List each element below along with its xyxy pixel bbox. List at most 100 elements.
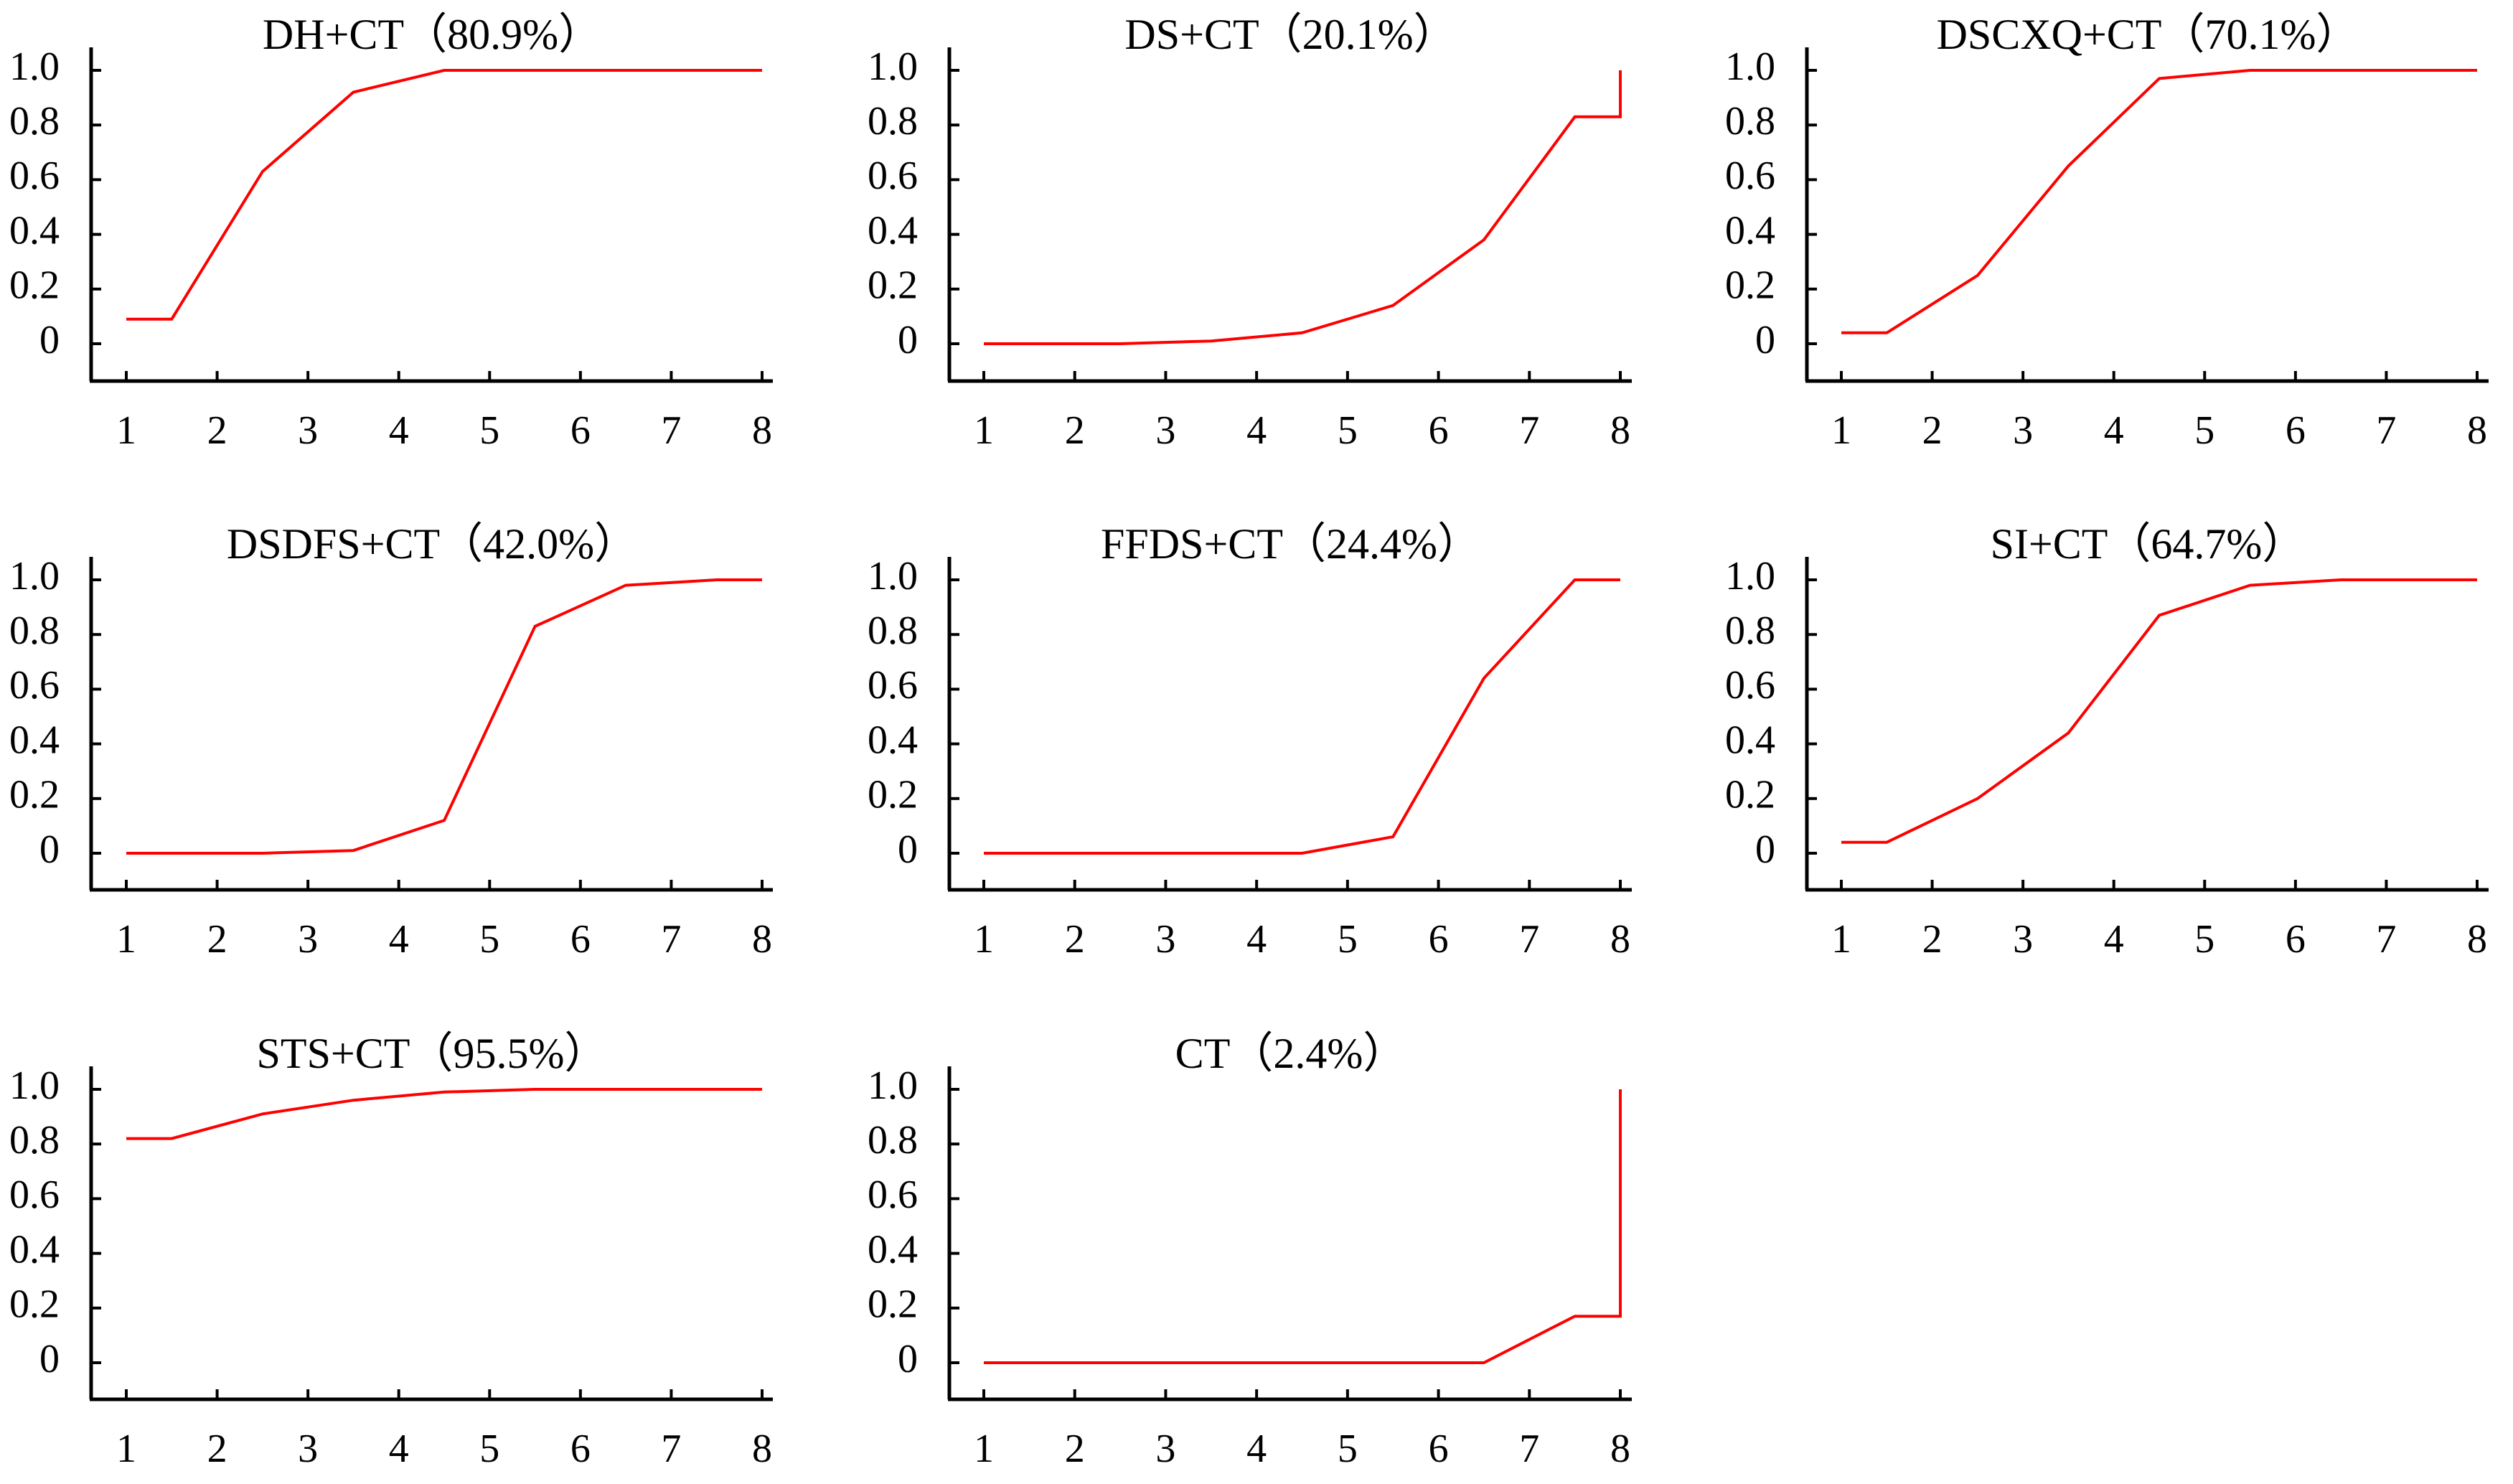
y-tick-label: 1.0 bbox=[9, 44, 60, 89]
y-tick-label: 0.4 bbox=[9, 718, 60, 762]
data-point bbox=[1209, 1361, 1213, 1365]
x-tick-label: 1 bbox=[1831, 408, 1851, 453]
x-tick-label: 1 bbox=[116, 917, 136, 962]
chart-title: STS+CT（95.5%） bbox=[257, 1030, 608, 1077]
y-tick-label: 0.4 bbox=[1725, 208, 1775, 253]
y-tick-label: 0 bbox=[898, 827, 918, 872]
x-tick-label: 8 bbox=[2467, 408, 2487, 453]
y-tick-label: 0 bbox=[1755, 827, 1775, 872]
series-line bbox=[126, 69, 762, 321]
y-tick-label: 0.2 bbox=[1725, 263, 1775, 308]
series-line bbox=[984, 1089, 1622, 1364]
data-point bbox=[1300, 851, 1305, 855]
x-tick-label: 1 bbox=[974, 408, 994, 453]
x-tick-label: 3 bbox=[2013, 408, 2033, 453]
y-tick-label: 0.8 bbox=[9, 1118, 60, 1163]
chart-title: FFDS+CT（24.4%） bbox=[1101, 520, 1480, 568]
data-point bbox=[169, 851, 174, 855]
data-point bbox=[715, 578, 719, 582]
y-tick-label: 0.6 bbox=[9, 663, 60, 708]
x-tick-label: 8 bbox=[752, 1427, 772, 1471]
data-point bbox=[2066, 731, 2070, 735]
data-point bbox=[2248, 583, 2253, 588]
x-tick-label: 1 bbox=[974, 917, 994, 962]
data-point bbox=[1118, 851, 1122, 855]
x-tick-label: 4 bbox=[1246, 408, 1267, 453]
x-tick-label: 8 bbox=[752, 917, 772, 962]
data-point bbox=[124, 317, 128, 321]
y-tick-label: 0 bbox=[39, 827, 60, 872]
x-tick-label: 8 bbox=[1610, 408, 1630, 453]
y-tick-label: 0.6 bbox=[868, 1173, 918, 1217]
x-tick-label: 2 bbox=[1922, 917, 1943, 962]
series-line bbox=[1841, 69, 2477, 334]
data-point bbox=[351, 1098, 355, 1102]
x-tick-label: 4 bbox=[1246, 917, 1267, 962]
data-point bbox=[533, 68, 537, 72]
series-line bbox=[126, 578, 762, 855]
data-point bbox=[442, 818, 446, 822]
y-tick-label: 0 bbox=[898, 1337, 918, 1381]
x-tick-label: 6 bbox=[1429, 1427, 1449, 1471]
data-point bbox=[624, 583, 628, 588]
x-tick-label: 3 bbox=[1155, 917, 1175, 962]
x-tick-label: 5 bbox=[2194, 408, 2214, 453]
x-tick-label: 6 bbox=[570, 408, 591, 453]
x-tick-label: 2 bbox=[1065, 1427, 1085, 1471]
x-tick-label: 3 bbox=[1155, 408, 1175, 453]
data-point bbox=[124, 851, 128, 855]
x-tick-label: 7 bbox=[661, 917, 681, 962]
data-point bbox=[982, 1361, 986, 1365]
x-tick-label: 1 bbox=[116, 1427, 136, 1471]
y-tick-label: 1.0 bbox=[1725, 554, 1775, 598]
x-tick-label: 7 bbox=[661, 408, 681, 453]
data-point bbox=[169, 317, 174, 321]
y-tick-label: 0.2 bbox=[9, 263, 60, 308]
data-point bbox=[1976, 797, 1980, 801]
data-point bbox=[1391, 835, 1395, 839]
data-point bbox=[2157, 76, 2161, 80]
chart-panel-7: STS+CT（95.5%） 0 0.2 0.4 0.6 0.8 1.0 1 2 3 4 5 6 7 8 bbox=[9, 1030, 773, 1471]
data-point bbox=[1482, 1361, 1486, 1365]
y-tick-label: 1.0 bbox=[868, 554, 918, 598]
y-tick-label: 0.8 bbox=[868, 1118, 918, 1163]
data-point bbox=[2157, 614, 2161, 618]
data-point bbox=[2430, 68, 2434, 72]
y-tick-label: 1.0 bbox=[1725, 44, 1775, 89]
series-line bbox=[1841, 578, 2477, 844]
x-tick-label: 6 bbox=[2286, 408, 2306, 453]
y-tick-label: 0.4 bbox=[868, 1227, 918, 1272]
data-point bbox=[1618, 1087, 1622, 1091]
y-tick-label: 0.6 bbox=[868, 154, 918, 198]
data-point bbox=[1118, 342, 1122, 346]
y-tick-label: 0.4 bbox=[9, 208, 60, 253]
data-point bbox=[169, 1137, 174, 1141]
y-tick-label: 1.0 bbox=[868, 1063, 918, 1108]
x-tick-label: 7 bbox=[1519, 1427, 1539, 1471]
data-point bbox=[1884, 840, 1889, 845]
data-point bbox=[1027, 342, 1031, 346]
y-tick-label: 0 bbox=[898, 318, 918, 362]
chart-panel-6: SI+CT（64.7%） 0 0.2 0.4 0.6 0.8 1.0 1 2 3 4 5 6 7 8 bbox=[1725, 520, 2489, 962]
data-point bbox=[1118, 1361, 1122, 1365]
data-point bbox=[124, 1137, 128, 1141]
data-point bbox=[2430, 578, 2434, 582]
y-tick-label: 0 bbox=[1755, 318, 1775, 362]
x-tick-label: 7 bbox=[661, 1427, 681, 1471]
data-point bbox=[1391, 304, 1395, 308]
x-tick-label: 6 bbox=[1429, 408, 1449, 453]
y-tick-label: 0.4 bbox=[1725, 718, 1775, 762]
y-tick-label: 1.0 bbox=[9, 1063, 60, 1108]
x-tick-label: 7 bbox=[2376, 917, 2396, 962]
x-tick-label: 6 bbox=[2286, 917, 2306, 962]
data-point bbox=[760, 1087, 764, 1091]
x-tick-label: 6 bbox=[1429, 917, 1449, 962]
x-tick-label: 4 bbox=[2104, 917, 2124, 962]
x-tick-label: 1 bbox=[116, 408, 136, 453]
y-tick-label: 0.4 bbox=[868, 208, 918, 253]
x-tick-label: 3 bbox=[1155, 1427, 1175, 1471]
data-point bbox=[533, 1087, 537, 1091]
x-tick-label: 2 bbox=[207, 917, 227, 962]
series-line bbox=[984, 578, 1620, 855]
data-point bbox=[1573, 1314, 1577, 1318]
